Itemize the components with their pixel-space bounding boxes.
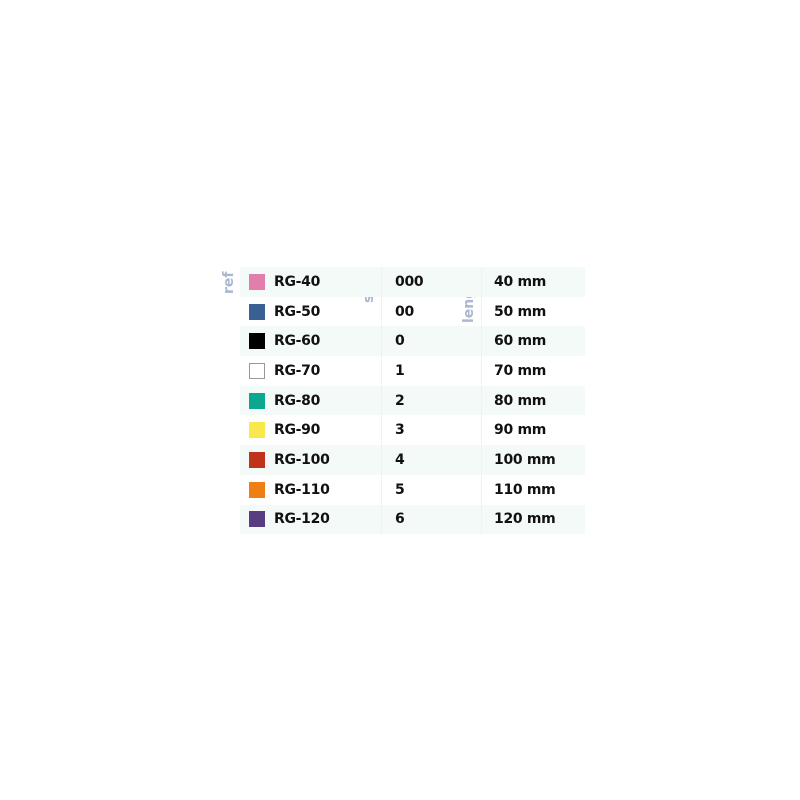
color-swatch — [249, 303, 265, 320]
color-swatch — [249, 273, 265, 290]
ref-cell: RG-70 — [240, 356, 382, 386]
ref-value: RG-100 — [274, 451, 330, 468]
length-value: 100 mm — [494, 451, 556, 468]
color-swatch — [249, 422, 265, 439]
table-row: RG-60 0 60 mm — [240, 326, 585, 357]
ref-cell: RG-110 — [240, 474, 382, 505]
size-table: RG-40 000 40 mm RG-50 00 50 mm RG-60 0 60 mm RG-7… — [240, 267, 585, 535]
length-value: 80 mm — [494, 392, 547, 409]
length-value: 40 mm — [494, 273, 547, 290]
size-value: 00 — [382, 296, 482, 327]
table-row: RG-100 4 100 mm — [240, 445, 585, 475]
table-row: RG-110 5 110 mm — [240, 474, 585, 505]
ref-value: RG-90 — [274, 422, 321, 439]
color-swatch — [249, 511, 265, 528]
color-swatch — [249, 451, 265, 468]
ref-value: RG-110 — [274, 481, 330, 498]
size-value: 5 — [382, 474, 482, 505]
ref-cell: RG-100 — [240, 445, 382, 475]
size-value: 2 — [382, 385, 482, 416]
length-value: 110 mm — [494, 481, 556, 498]
ref-cell: RG-40 — [240, 267, 382, 297]
table-row: RG-80 2 80 mm — [240, 385, 585, 416]
ref-cell: RG-80 — [240, 385, 382, 416]
color-swatch — [249, 362, 265, 379]
ref-value: RG-40 — [274, 273, 321, 290]
table-row: RG-50 00 50 mm — [240, 296, 585, 327]
ref-value: RG-60 — [274, 333, 321, 350]
size-value: 0 — [382, 326, 482, 357]
table-row: RG-90 3 90 mm — [240, 415, 585, 446]
size-value: 3 — [382, 415, 482, 446]
table-row: RG-40 000 40 mm — [240, 267, 585, 297]
ref-value: RG-80 — [274, 392, 321, 409]
size-value: 6 — [382, 504, 482, 535]
ref-cell: RG-50 — [240, 296, 382, 327]
ref-value: RG-120 — [274, 511, 330, 528]
color-swatch — [249, 333, 265, 350]
ref-value: RG-70 — [274, 362, 321, 379]
ref-header: ref — [221, 271, 237, 295]
ref-cell: RG-120 — [240, 504, 382, 535]
length-value: 90 mm — [494, 422, 547, 439]
length-value: 120 mm — [494, 511, 556, 528]
color-swatch — [249, 481, 265, 498]
length-value: 50 mm — [494, 303, 547, 320]
ref-cell: RG-60 — [240, 326, 382, 357]
size-value: 1 — [382, 356, 482, 386]
ref-value: RG-50 — [274, 303, 321, 320]
table-row: RG-120 6 120 mm — [240, 504, 585, 535]
size-value: 4 — [382, 445, 482, 475]
size-value: 000 — [382, 267, 482, 297]
length-value: 70 mm — [494, 362, 547, 379]
length-value: 60 mm — [494, 333, 547, 350]
color-swatch — [249, 392, 265, 409]
ref-cell: RG-90 — [240, 415, 382, 446]
table-row: RG-70 1 70 mm — [240, 356, 585, 386]
